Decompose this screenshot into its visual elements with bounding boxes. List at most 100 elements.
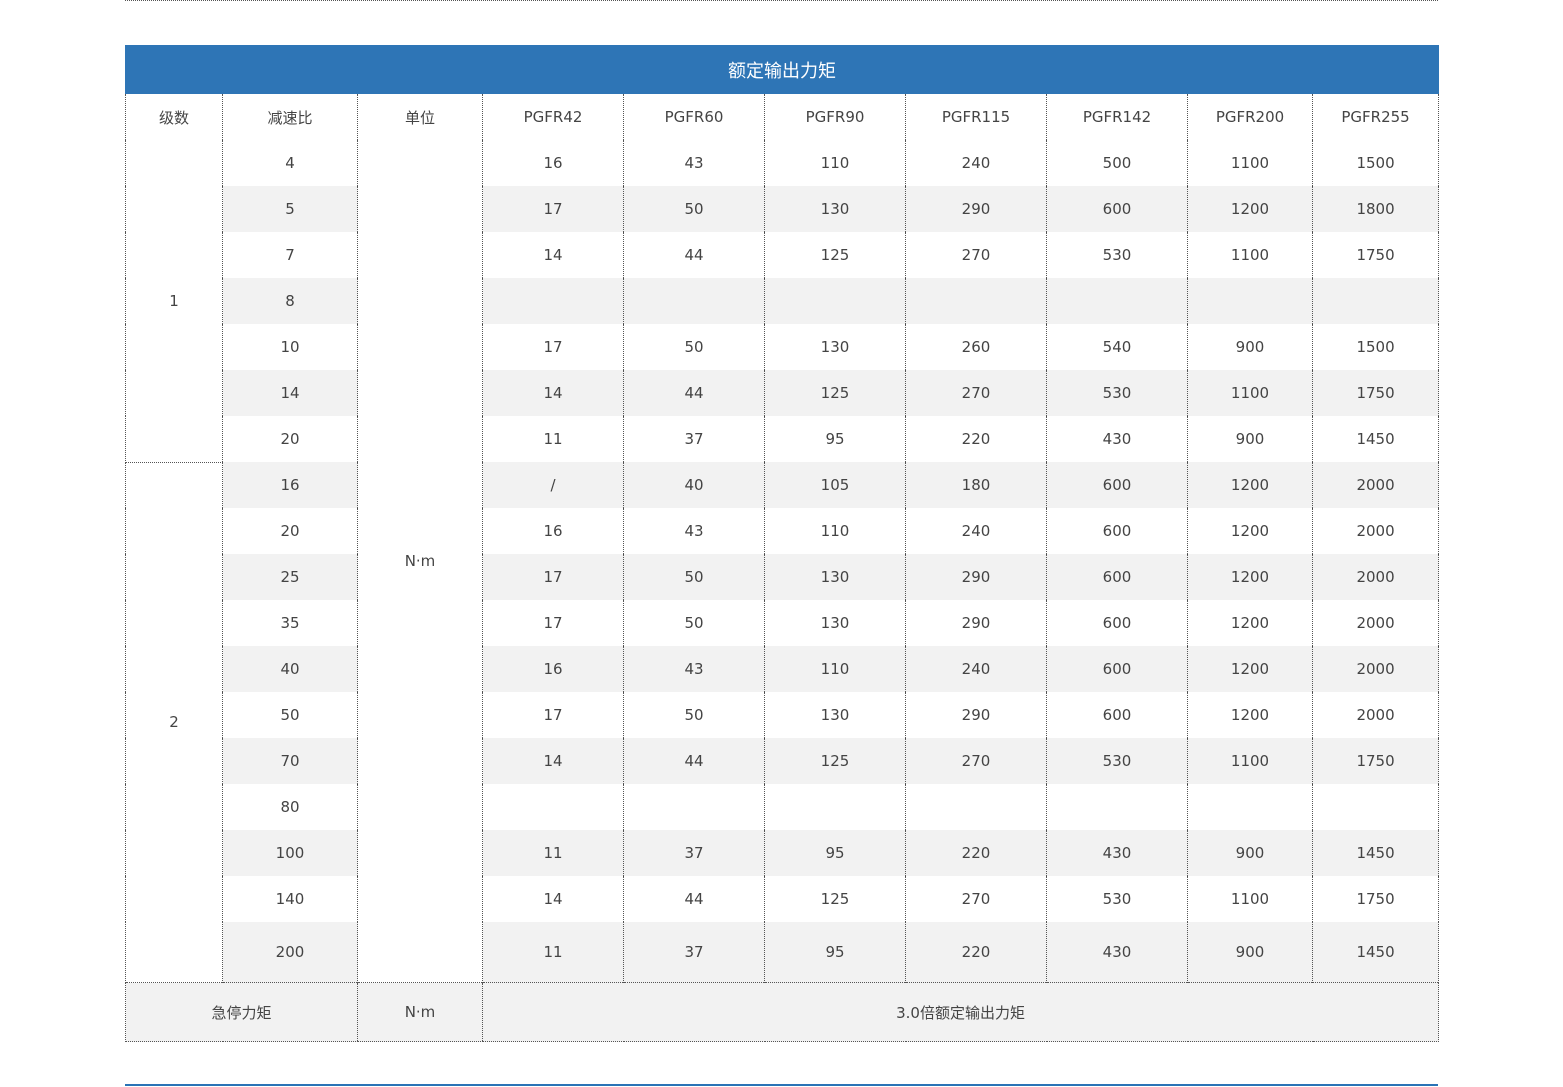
value-cell: 1800 — [1311, 186, 1440, 232]
value-cell: 1200 — [1187, 462, 1313, 508]
value-cell: 530 — [1046, 370, 1188, 416]
table-row: 10 17 50 130 260 540 900 1500 — [126, 324, 1440, 370]
header-row: 级数 减速比 单位 PGFR42 PGFR60 PGFR90 PGFR115 PGFR142 P… — [125, 93, 1440, 140]
value-cell: 95 — [764, 416, 906, 462]
ratio-cell: 14 — [222, 370, 358, 416]
table-row: 70 14 44 125 270 530 1100 1750 — [126, 738, 1440, 784]
value-cell — [1046, 278, 1188, 324]
value-cell: 240 — [905, 140, 1047, 186]
value-cell: 1100 — [1187, 140, 1313, 186]
value-cell: 2000 — [1311, 508, 1440, 554]
emergency-stop-row: 急停力矩 N·m 3.0倍额定输出力矩 — [125, 982, 1440, 1042]
ratio-cell: 40 — [222, 646, 358, 692]
value-cell: 270 — [905, 738, 1047, 784]
value-cell: 600 — [1046, 462, 1188, 508]
value-cell: 600 — [1046, 508, 1188, 554]
value-cell: 130 — [764, 692, 906, 738]
value-cell: 500 — [1046, 140, 1188, 186]
table-row: 40 16 43 110 240 600 1200 2000 — [126, 646, 1440, 692]
value-cell — [1187, 784, 1313, 830]
value-cell: 11 — [482, 830, 624, 876]
value-cell: 900 — [1187, 324, 1313, 370]
value-cell: 270 — [905, 370, 1047, 416]
value-cell: 17 — [482, 600, 624, 646]
column-header: PGFR60 — [623, 93, 765, 140]
column-header: PGFR200 — [1187, 93, 1313, 140]
value-cell: 105 — [764, 462, 906, 508]
table-row: 140 14 44 125 270 530 1100 1750 — [126, 876, 1440, 922]
value-cell: 600 — [1046, 186, 1188, 232]
value-cell: 1200 — [1187, 646, 1313, 692]
value-cell: 50 — [623, 324, 765, 370]
value-cell: 220 — [905, 830, 1047, 876]
value-cell — [623, 278, 765, 324]
value-cell — [1311, 278, 1440, 324]
value-cell: 220 — [905, 416, 1047, 462]
ratio-cell: 10 — [222, 324, 358, 370]
column-header: PGFR42 — [482, 93, 624, 140]
value-cell: 17 — [482, 554, 624, 600]
table-row: 200 11 37 95 220 430 900 1450 — [126, 922, 1440, 983]
value-cell: 430 — [1046, 830, 1188, 876]
value-cell: 220 — [905, 922, 1047, 983]
value-cell: 125 — [764, 738, 906, 784]
emergency-stop-unit: N·m — [357, 982, 483, 1042]
value-cell: 50 — [623, 554, 765, 600]
value-cell: 16 — [482, 140, 624, 186]
value-cell: 1100 — [1187, 876, 1313, 922]
value-cell: 130 — [764, 324, 906, 370]
value-cell — [764, 784, 906, 830]
value-cell: 600 — [1046, 600, 1188, 646]
value-cell: 430 — [1046, 416, 1188, 462]
value-cell: 110 — [764, 508, 906, 554]
emergency-stop-value: 3.0倍额定输出力矩 — [481, 982, 1440, 1042]
value-cell: 2000 — [1311, 692, 1440, 738]
value-cell: 130 — [764, 600, 906, 646]
value-cell: 43 — [623, 140, 765, 186]
value-cell: 43 — [623, 646, 765, 692]
value-cell: 2000 — [1311, 462, 1440, 508]
value-cell: 1750 — [1311, 370, 1440, 416]
value-cell: 110 — [764, 646, 906, 692]
value-cell: 11 — [482, 416, 624, 462]
value-cell: 14 — [482, 370, 624, 416]
value-cell: 17 — [482, 692, 624, 738]
ratio-cell: 80 — [222, 784, 358, 830]
table-row: 14 14 44 125 270 530 1100 1750 — [126, 370, 1440, 416]
value-cell: 17 — [482, 186, 624, 232]
value-cell: 1200 — [1187, 600, 1313, 646]
value-cell: 44 — [623, 876, 765, 922]
top-divider — [125, 0, 1438, 1]
stage-cell: 1 — [125, 140, 223, 463]
value-cell — [1187, 278, 1313, 324]
ratio-cell: 4 — [222, 140, 358, 186]
rated-torque-table: 额定输出力矩 级数 减速比 单位 PGFR42 PGFR60 PGFR90 PGFR115 P… — [124, 45, 1440, 1042]
value-cell: 1450 — [1311, 416, 1440, 462]
value-cell: 270 — [905, 876, 1047, 922]
value-cell: 290 — [905, 600, 1047, 646]
value-cell: 1750 — [1311, 232, 1440, 278]
value-cell: 540 — [1046, 324, 1188, 370]
value-cell: 1450 — [1311, 830, 1440, 876]
table-row: 20 11 37 95 220 430 900 1450 — [126, 416, 1440, 462]
table-row: 5 17 50 130 290 600 1200 1800 — [126, 186, 1440, 232]
ratio-cell: 25 — [222, 554, 358, 600]
unit-cell: N·m — [357, 140, 483, 983]
value-cell: 2000 — [1311, 646, 1440, 692]
value-cell — [1046, 784, 1188, 830]
value-cell: 180 — [905, 462, 1047, 508]
value-cell: 125 — [764, 232, 906, 278]
value-cell: 240 — [905, 646, 1047, 692]
ratio-cell: 70 — [222, 738, 358, 784]
ratio-cell: 7 — [222, 232, 358, 278]
value-cell: 600 — [1046, 692, 1188, 738]
value-cell: 530 — [1046, 738, 1188, 784]
value-cell: 1100 — [1187, 232, 1313, 278]
column-header: PGFR255 — [1311, 93, 1440, 140]
value-cell: 11 — [482, 922, 624, 983]
value-cell: 16 — [482, 646, 624, 692]
ratio-cell: 20 — [222, 508, 358, 554]
table-row: 35 17 50 130 290 600 1200 2000 — [126, 600, 1440, 646]
value-cell: 43 — [623, 508, 765, 554]
emergency-stop-label: 急停力矩 — [125, 982, 358, 1042]
